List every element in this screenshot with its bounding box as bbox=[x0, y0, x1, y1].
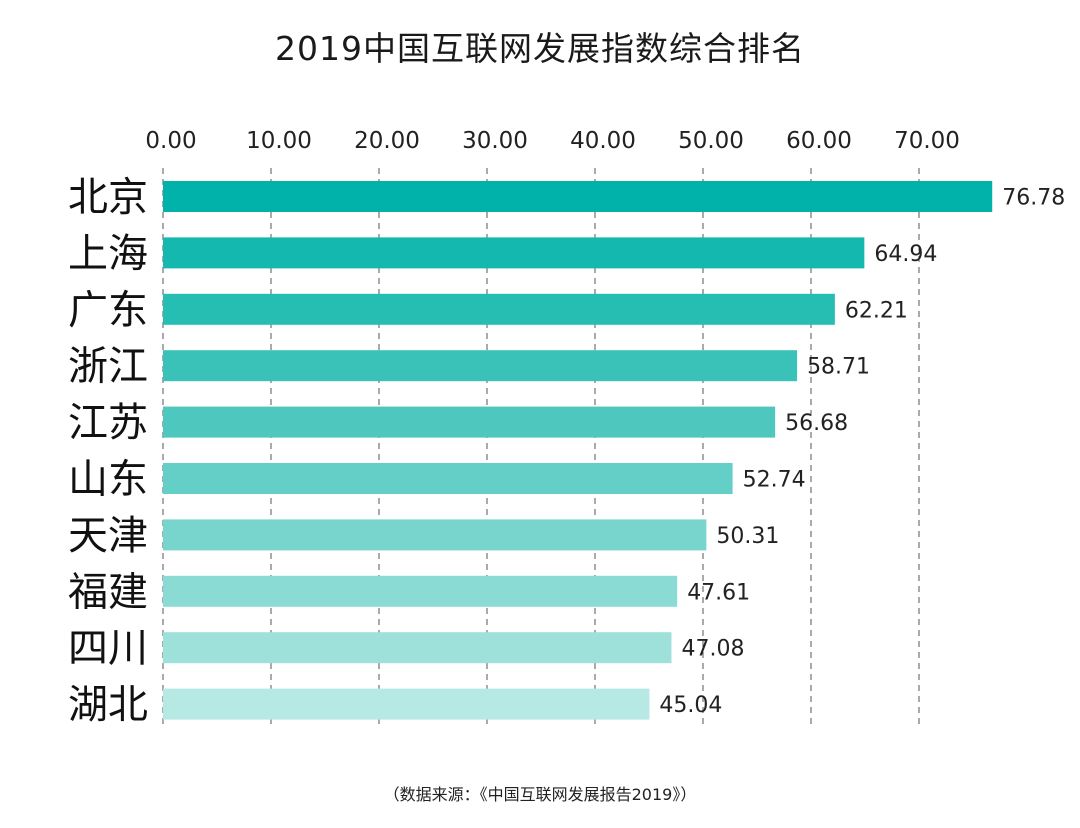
bars bbox=[163, 181, 993, 720]
x-tick-label: 20.00 bbox=[354, 128, 420, 154]
category-label: 天津 bbox=[68, 513, 148, 559]
x-tick-label: 70.00 bbox=[894, 128, 960, 154]
value-label: 58.71 bbox=[807, 355, 870, 380]
x-tick-label: 40.00 bbox=[570, 128, 636, 154]
x-tick-label: 50.00 bbox=[678, 128, 744, 154]
category-label: 四川 bbox=[68, 626, 148, 672]
chart-title: 2019中国互联网发展指数综合排名 bbox=[275, 29, 805, 68]
category-label: 福建 bbox=[68, 569, 148, 615]
category-label: 江苏 bbox=[68, 400, 148, 446]
bar bbox=[163, 406, 776, 438]
x-tick-label: 10.00 bbox=[246, 128, 312, 154]
category-label: 山东 bbox=[68, 457, 148, 503]
value-label: 45.04 bbox=[659, 693, 722, 718]
bar bbox=[163, 632, 672, 664]
category-label: 广东 bbox=[68, 287, 148, 333]
category-label: 上海 bbox=[68, 231, 148, 277]
bar bbox=[163, 181, 993, 212]
category-label: 浙江 bbox=[68, 344, 148, 390]
value-label: 52.74 bbox=[743, 468, 806, 493]
bar bbox=[163, 350, 798, 382]
category-label: 湖北 bbox=[68, 682, 148, 728]
value-label: 47.08 bbox=[681, 637, 744, 662]
bar bbox=[163, 237, 865, 269]
bar bbox=[163, 688, 650, 720]
x-tick-label: 0.00 bbox=[145, 128, 196, 154]
bar bbox=[163, 463, 733, 494]
x-axis-ticks: 0.00 10.00 20.00 30.00 40.00 50.00 60.00 70.00 bbox=[145, 128, 960, 154]
value-label: 64.94 bbox=[874, 242, 937, 267]
value-label: 50.31 bbox=[716, 524, 779, 549]
bar bbox=[163, 293, 835, 325]
x-tick-label: 60.00 bbox=[786, 128, 852, 154]
value-label: 47.61 bbox=[687, 580, 750, 605]
value-labels: 76.78 64.94 62.21 58.71 56.68 52.74 50.31 47.61… bbox=[659, 186, 1065, 719]
source-note: （数据来源：《中国互联网发展报告2019》） bbox=[383, 785, 697, 804]
value-label: 56.68 bbox=[785, 411, 848, 436]
bar bbox=[163, 575, 678, 607]
category-label: 北京 bbox=[68, 175, 148, 221]
value-label: 62.21 bbox=[845, 298, 908, 323]
x-tick-label: 30.00 bbox=[462, 128, 528, 154]
bar bbox=[163, 519, 707, 551]
value-label: 76.78 bbox=[1002, 186, 1065, 211]
